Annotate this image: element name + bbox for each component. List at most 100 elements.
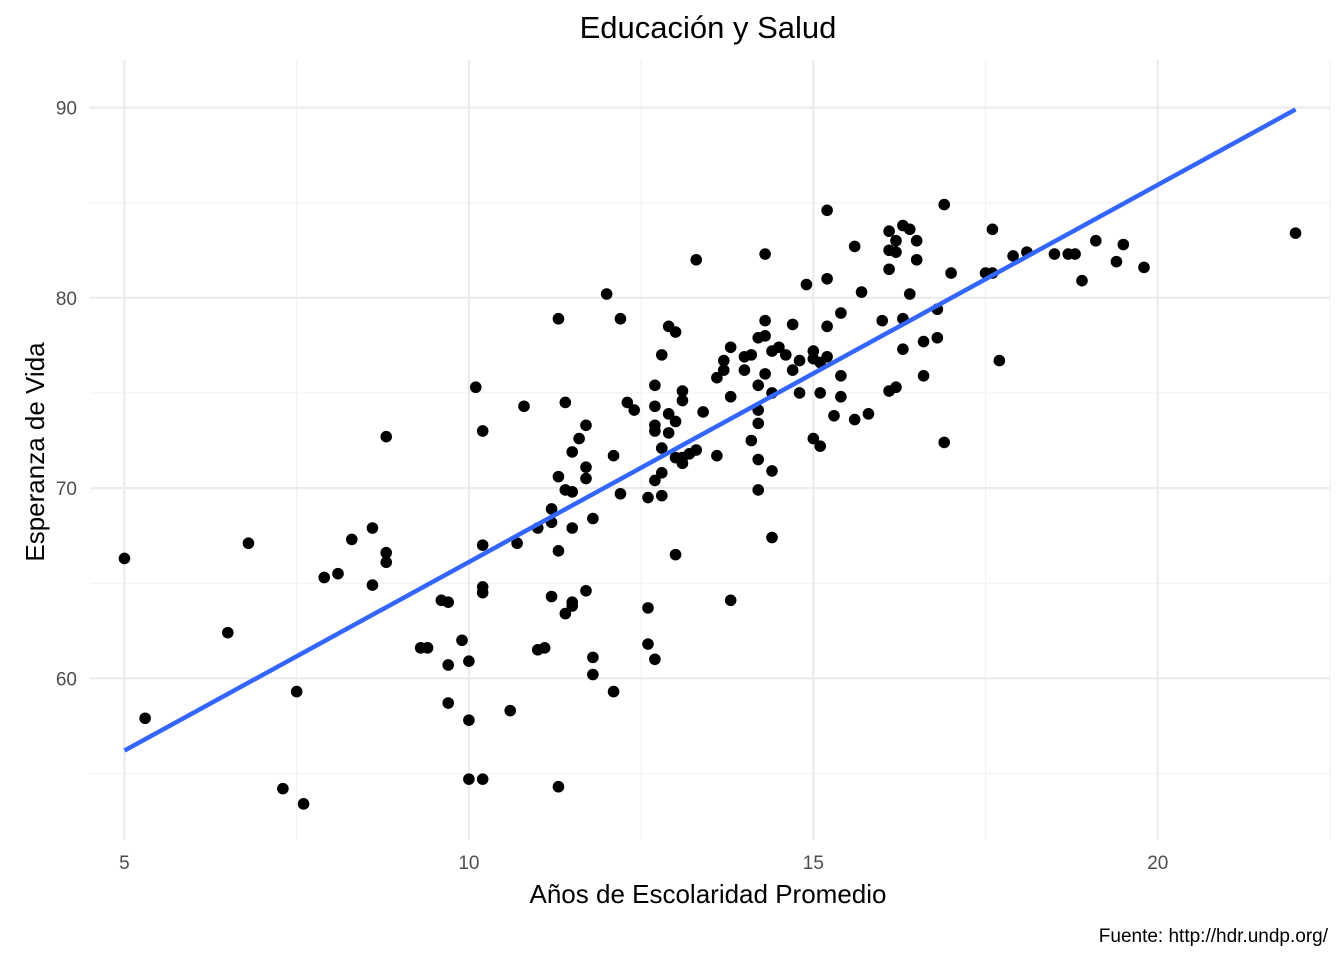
data-point xyxy=(587,668,599,681)
data-point xyxy=(587,512,599,525)
data-point xyxy=(456,634,468,647)
data-point xyxy=(986,223,999,236)
data-point xyxy=(821,272,833,285)
data-point xyxy=(559,396,572,409)
data-point xyxy=(139,712,151,725)
minor-gridlines xyxy=(90,60,1331,840)
data-point xyxy=(1138,261,1150,274)
data-points xyxy=(118,198,1302,810)
data-point xyxy=(566,600,579,612)
data-point xyxy=(621,396,634,409)
data-point xyxy=(580,472,592,485)
data-point xyxy=(442,596,455,608)
data-point xyxy=(318,571,331,584)
data-point xyxy=(476,425,489,437)
data-point xyxy=(366,579,379,591)
data-point xyxy=(690,253,703,266)
data-point xyxy=(903,223,916,236)
data-point xyxy=(442,697,455,709)
data-point xyxy=(552,470,565,483)
data-point xyxy=(800,278,813,291)
data-point xyxy=(628,404,641,416)
data-point xyxy=(717,364,730,376)
data-point xyxy=(649,400,661,413)
chart-title: Educación y Salud xyxy=(580,10,837,45)
data-point xyxy=(669,415,682,428)
data-point xyxy=(676,457,689,470)
data-point xyxy=(421,642,434,654)
data-point xyxy=(717,354,730,367)
data-point xyxy=(814,440,827,452)
data-point xyxy=(566,486,579,498)
data-point xyxy=(573,432,585,445)
data-point xyxy=(538,642,551,654)
data-point xyxy=(759,314,771,327)
data-point xyxy=(552,312,565,325)
data-point xyxy=(890,246,902,258)
data-point xyxy=(745,349,758,361)
data-point xyxy=(469,381,482,394)
data-point xyxy=(600,288,613,300)
data-point xyxy=(566,446,579,458)
data-point xyxy=(380,556,393,569)
data-point xyxy=(759,368,771,380)
data-point xyxy=(821,204,833,217)
source-caption: Fuente: http://hdr.undp.org/ xyxy=(1099,926,1329,947)
data-point xyxy=(766,531,778,544)
data-point xyxy=(580,584,592,597)
data-point xyxy=(745,434,758,447)
data-point xyxy=(559,607,572,620)
data-point xyxy=(855,286,868,298)
data-point xyxy=(738,364,751,376)
data-point xyxy=(883,225,895,238)
data-point xyxy=(655,467,668,479)
trend-line-layer xyxy=(123,107,1297,753)
data-point xyxy=(862,408,875,420)
x-tick-label: 15 xyxy=(803,853,824,874)
data-point xyxy=(649,474,661,487)
data-point xyxy=(504,704,517,717)
data-point xyxy=(518,400,530,413)
data-point xyxy=(587,651,599,664)
trend-line xyxy=(123,107,1297,753)
data-point xyxy=(883,263,895,276)
data-point xyxy=(752,379,765,392)
data-point xyxy=(759,248,771,260)
data-point xyxy=(890,234,902,247)
data-point xyxy=(724,594,737,607)
data-point xyxy=(655,349,668,361)
data-point xyxy=(118,552,131,565)
x-axis-title: Años de Escolaridad Promedio xyxy=(530,879,887,909)
data-point xyxy=(910,253,923,266)
data-point xyxy=(580,461,592,473)
data-point xyxy=(566,522,579,534)
data-point xyxy=(463,714,475,726)
data-point xyxy=(277,782,289,795)
data-point xyxy=(724,341,737,354)
data-point xyxy=(380,430,393,443)
data-point xyxy=(1289,227,1302,239)
data-point xyxy=(793,354,806,367)
data-point xyxy=(807,432,820,445)
data-point xyxy=(476,586,489,599)
data-point xyxy=(655,489,668,502)
data-point xyxy=(766,465,778,477)
data-point xyxy=(821,320,833,333)
data-point xyxy=(938,198,951,211)
data-point xyxy=(690,444,703,456)
data-point xyxy=(545,590,558,603)
data-point xyxy=(938,436,951,449)
major-gridlines xyxy=(90,60,1330,840)
data-point xyxy=(463,655,475,667)
data-point xyxy=(814,387,827,399)
data-point xyxy=(835,307,847,319)
data-point xyxy=(649,379,661,392)
data-point xyxy=(290,685,303,698)
data-point xyxy=(476,539,489,551)
data-point xyxy=(552,780,565,793)
data-point xyxy=(848,240,861,253)
data-point xyxy=(821,350,833,363)
data-point xyxy=(848,413,861,426)
data-point xyxy=(242,537,255,550)
x-tick-label: 10 xyxy=(458,853,479,874)
